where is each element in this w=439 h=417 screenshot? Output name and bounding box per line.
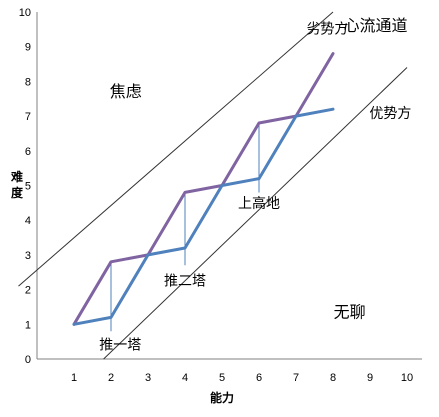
- y-axis-title-char: 度: [11, 185, 24, 200]
- tick-labels: 1 2 3 4 5 6 7 8 9 10 0 1 2 3 4 5 6 7 8 9 10: [19, 7, 413, 384]
- series-line-blue: [72, 107, 335, 326]
- y-tick-label: 6: [25, 146, 31, 158]
- annotation-label: 劣势方: [306, 22, 348, 38]
- y-tick-label: 9: [25, 42, 31, 54]
- y-tick-label: 4: [25, 215, 31, 227]
- x-tick-label: 5: [219, 372, 225, 384]
- x-axis-title: 能力: [210, 390, 234, 405]
- y-tick-label: 0: [25, 354, 31, 366]
- y-tick-label: 5: [25, 181, 31, 193]
- y-axis-title: 难度: [10, 169, 24, 200]
- x-tick-label: 9: [367, 372, 373, 384]
- annotation-label: 推一塔: [99, 338, 141, 354]
- x-tick-label: 8: [330, 372, 336, 384]
- y-tick-label: 3: [25, 250, 31, 262]
- annotation-label: 心流通道: [344, 16, 408, 35]
- x-tick-label: 3: [145, 372, 151, 384]
- x-tick-label: 6: [256, 372, 262, 384]
- annotation-label: 焦虑: [110, 82, 142, 101]
- x-tick-label: 10: [401, 372, 413, 384]
- y-tick-label: 7: [25, 111, 31, 123]
- annotation-label: 上高地: [238, 195, 280, 212]
- y-tick-label: 8: [25, 76, 31, 88]
- series-lines: [72, 52, 335, 326]
- annotation-label: 无聊: [334, 302, 366, 321]
- milestone-markers: [110, 123, 260, 332]
- flow-channel-boundaries: [18, 11, 408, 360]
- y-axis-title-char: 难: [10, 169, 23, 184]
- annotation-label: 优势方: [369, 106, 411, 122]
- y-tick-label: 1: [25, 319, 31, 331]
- x-tick-label: 7: [293, 372, 299, 384]
- x-tick-label: 2: [108, 372, 114, 384]
- x-tick-label: 4: [182, 372, 188, 384]
- y-tick-label: 10: [19, 7, 31, 19]
- flow-channel-line: [18, 11, 334, 287]
- axes: [36, 12, 422, 360]
- flow-channel-line: [103, 67, 408, 360]
- y-tick-label: 2: [25, 285, 31, 297]
- annotation-label: 推二塔: [164, 273, 206, 289]
- x-tick-label: 1: [71, 372, 77, 384]
- series-line-purple: [72, 52, 335, 326]
